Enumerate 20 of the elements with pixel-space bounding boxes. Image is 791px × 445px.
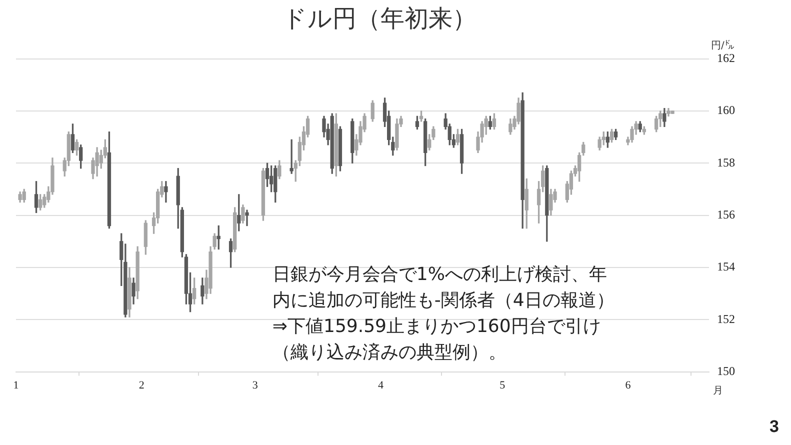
candlestick	[670, 110, 674, 114]
y-tick-label: 162	[717, 50, 735, 65]
y-tick-label: 150	[717, 364, 735, 378]
y-tick-label: 160	[717, 103, 735, 118]
text: 3	[770, 417, 779, 437]
chart-title: ドル円（年初来）	[282, 4, 476, 33]
y-axis-title: 円/㌦	[711, 39, 734, 52]
y-tick-label: 158	[717, 155, 735, 170]
x-axis-title: 月	[713, 385, 723, 396]
x-tick-label: 3	[252, 379, 258, 392]
x-tick-label: 4	[378, 379, 384, 392]
annotation: ⇒下値159.59止まりかつ160円台で引け（織り込み済みの典型例）。	[272, 316, 601, 363]
x-tick-label: 2	[138, 379, 144, 392]
x-tick-label: 1	[13, 379, 19, 392]
annotation: 日銀が今月会合で1%への利上げ検討、年内に追加の可能性も-関係者（4日の報道）	[272, 264, 614, 311]
y-tick-label: 156	[717, 207, 735, 222]
y-tick-label: 152	[717, 312, 735, 326]
x-tick-label: 6	[625, 379, 632, 392]
y-tick-label: 154	[717, 260, 735, 274]
x-tick-label: 5	[500, 379, 506, 392]
